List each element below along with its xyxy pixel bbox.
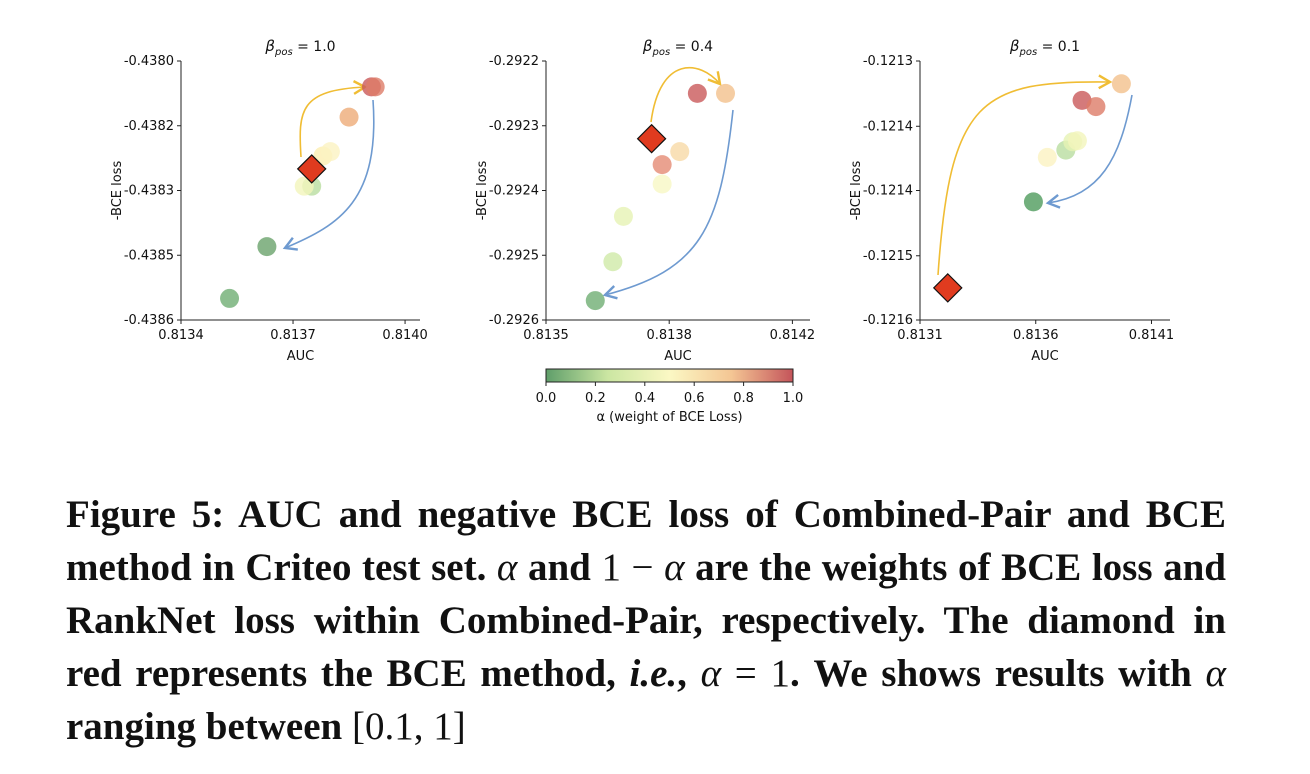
colorbar-tick-label: 0.8 [733,391,754,406]
y-tick-label: -0.2926 [489,313,539,328]
point [585,291,605,311]
y-axis-label: -BCE loss [475,161,490,221]
caption-text: i.e. [629,652,678,695]
caption-math: α [700,652,722,695]
y-tick-label: -0.1213 [863,54,913,69]
subplot-title: βpos = 1.0 [264,37,335,58]
caption-text: , [677,652,701,695]
point [1086,97,1106,117]
x-tick-label: 0.8136 [1013,328,1059,343]
caption-text: ranging between [66,705,352,748]
caption-text: are the weights of BCE loss and RankNet … [66,546,1226,695]
y-tick-label: -0.2924 [489,184,539,199]
x-tick-label: 0.8142 [770,328,816,343]
y-tick-label: -0.1216 [863,313,913,328]
colorbar-tick-label: 0.4 [634,391,655,406]
point [320,142,340,162]
y-tick-label: -0.4383 [124,184,174,199]
point [603,252,623,272]
caption-text: . We shows results with [790,652,1206,695]
y-tick-label: -0.2923 [489,119,539,134]
caption-math: [0.1, 1] [352,705,466,748]
caption-text: and [517,546,602,589]
arrows [282,66,1133,300]
point [1037,147,1057,167]
title-symbol: β [642,37,653,55]
subplot-title: βpos = 0.1 [1009,37,1080,58]
y-tick-label: -0.1214 [863,119,913,134]
y-tick-label: -0.2925 [489,248,539,263]
x-tick-label: 0.8137 [270,328,316,343]
y-tick-label: -0.4382 [124,119,174,134]
point [365,77,385,97]
x-tick-label: 0.8135 [523,328,569,343]
point [613,206,633,226]
arrow [299,80,368,158]
figure: -0.4380-0.4382-0.4383-0.4385-0.43860.813… [110,37,1175,425]
colorbar [545,368,794,383]
point [339,107,359,127]
y-tick-label: -0.4386 [124,313,174,328]
caption-math: α [1205,652,1227,695]
y-tick-label: -0.4385 [124,248,174,263]
arrow [602,109,734,300]
y-axis-label: -BCE loss [849,161,864,221]
x-tick-label: 0.8141 [1129,328,1175,343]
title-value: = 0.1 [1037,39,1080,55]
point [1023,192,1043,212]
arrow [1045,94,1133,209]
colorbar-tick-label: 0.6 [684,391,705,406]
title-subscript: pos [651,47,670,58]
colorbar-tick-label: 1.0 [783,391,804,406]
x-axis-label: AUC [287,349,315,364]
colorbar-tick-label: 0.0 [536,391,557,406]
caption-text: Figure 5: AUC and negative BCE loss of C… [66,493,1226,589]
y-axis-label: -BCE loss [110,161,125,221]
title-value: = 1.0 [293,39,336,55]
x-tick-label: 0.8131 [897,328,943,343]
x-axis-label: AUC [664,349,692,364]
diamond [296,154,327,184]
point [1111,74,1131,94]
point [652,155,672,175]
caption-math: α [496,546,518,589]
x-tick-label: 0.8134 [158,328,204,343]
colorbar-tick-label: 0.2 [585,391,606,406]
title-symbol: β [264,37,275,55]
caption: Figure 5: AUC and negative BCE loss of C… [66,488,1226,753]
caption-math: = 1 [721,652,790,695]
y-tick-label: -0.1214 [863,184,913,199]
arrow [650,66,722,123]
caption-math: α [664,546,685,589]
diamond [636,123,667,154]
x-tick-label: 0.8140 [382,328,428,343]
x-tick-label: 0.8138 [646,328,692,343]
title-subscript: pos [1018,47,1037,58]
title-value: = 0.4 [670,39,713,55]
title-subscript: pos [274,47,293,58]
y-tick-label: -0.1215 [863,249,913,264]
y-tick-label: -0.4380 [124,54,174,69]
point [652,174,672,194]
subplot-title: βpos = 0.4 [642,37,713,58]
point [716,83,736,103]
x-axis-label: AUC [1031,349,1059,364]
y-tick-label: -0.2922 [489,54,539,69]
colorbar-label: α (weight of BCE Loss) [596,410,742,425]
point [1067,131,1087,151]
title-symbol: β [1009,37,1020,55]
point [294,176,314,196]
diamond [932,273,963,303]
point [220,288,240,308]
arrow [937,74,1113,276]
caption-math: 1 − [601,546,665,589]
arrow [282,99,375,251]
point [670,142,690,162]
point [687,83,707,103]
point [257,237,277,257]
